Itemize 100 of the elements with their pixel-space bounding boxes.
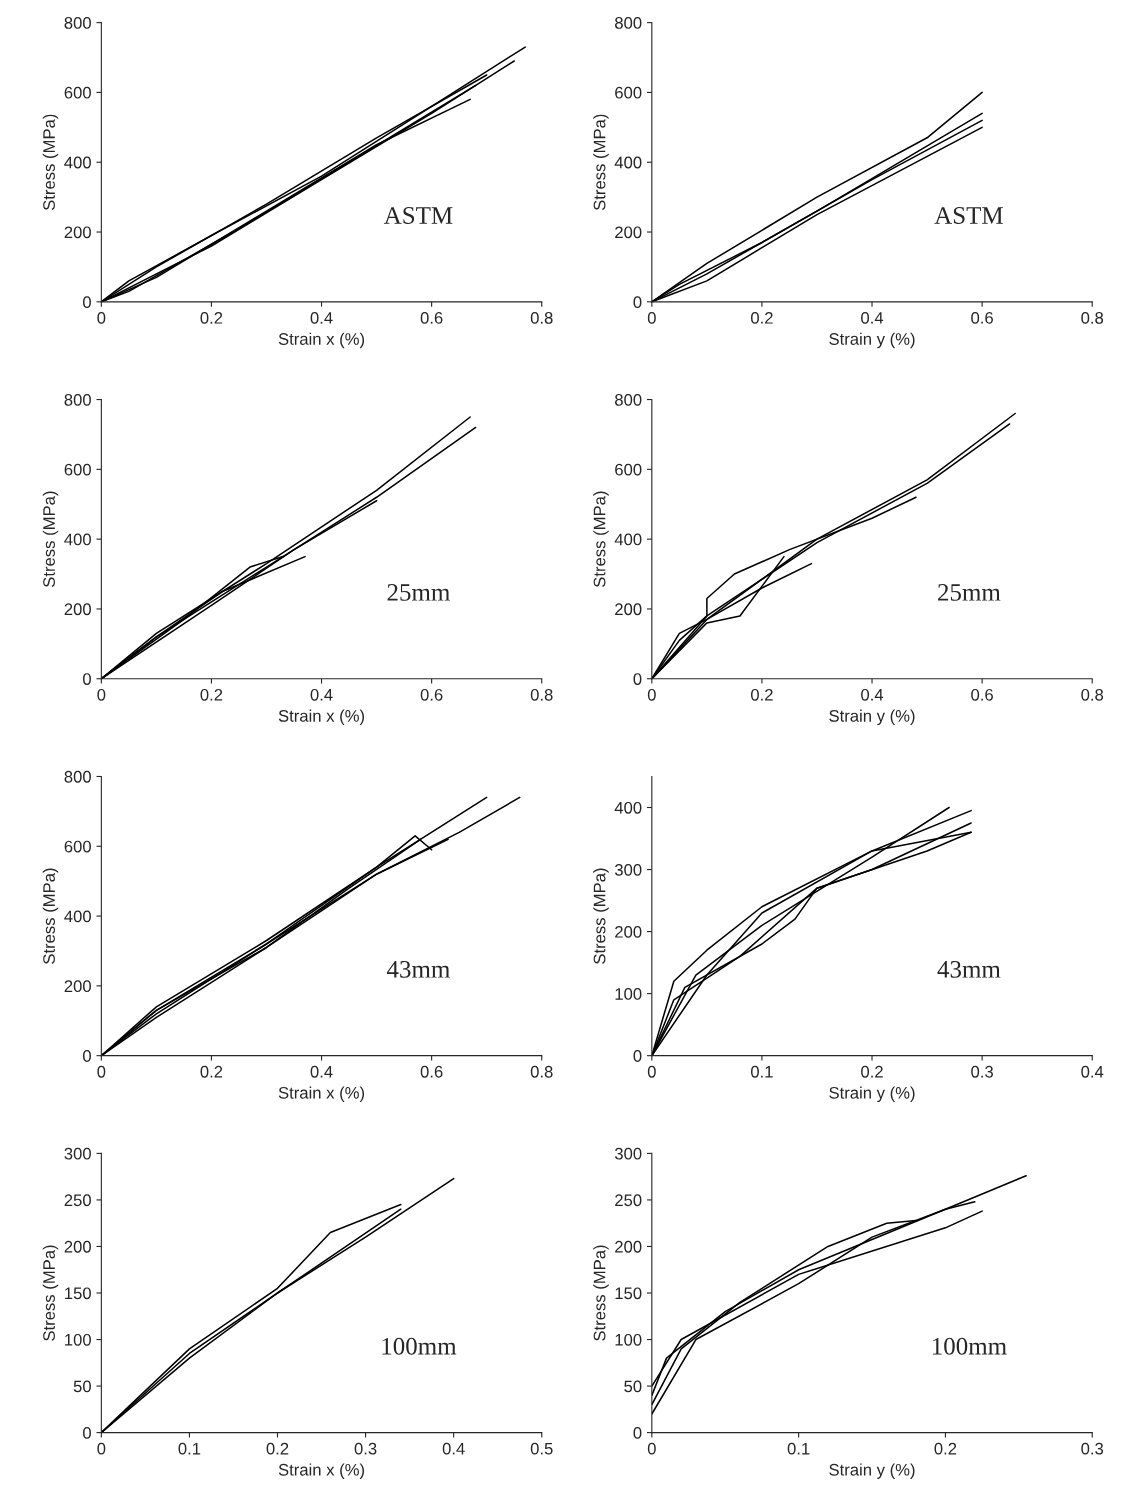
y-tick-label: 150 bbox=[65, 1287, 91, 1300]
x-axis-title: Strain y (%) bbox=[829, 1463, 915, 1479]
y-tick-label: 600 bbox=[64, 840, 91, 853]
y-axis-title: Stress (MPa) bbox=[42, 1245, 59, 1341]
y-tick-label: 600 bbox=[615, 86, 642, 99]
y-tick-label: 600 bbox=[64, 463, 91, 476]
y-tick-label: 300 bbox=[64, 1147, 91, 1160]
y-tick-label: 300 bbox=[614, 1147, 642, 1160]
x-tick-label: 0.4 bbox=[861, 688, 884, 701]
y-tick-label: 250 bbox=[64, 1194, 91, 1207]
x-tick-label: 0 bbox=[97, 1442, 106, 1455]
y-tick-label: 800 bbox=[615, 17, 642, 29]
annotation: 43mm bbox=[937, 960, 1001, 978]
annotation: ASTM bbox=[383, 207, 453, 224]
y-tick-label: 0 bbox=[633, 1427, 642, 1439]
y-tick-label: 400 bbox=[614, 801, 642, 814]
x-axis-title: Strain x (%) bbox=[278, 332, 365, 349]
x-tick-label: 0.8 bbox=[1081, 311, 1104, 324]
x-tick-label: 0.6 bbox=[971, 311, 993, 324]
y-tick-label: 0 bbox=[633, 673, 642, 685]
y-tick-label: 400 bbox=[64, 910, 91, 923]
y-axis-title: Stress (MPa) bbox=[593, 868, 609, 964]
y-tick-label: 600 bbox=[615, 463, 642, 476]
y-tick-label: 250 bbox=[615, 1194, 642, 1207]
x-tick-label: 0 bbox=[97, 688, 106, 701]
y-tick-label: 150 bbox=[615, 1287, 642, 1300]
x-tick-label: 0.4 bbox=[861, 311, 884, 324]
x-tick-label: 0.3 bbox=[971, 1065, 993, 1078]
annotation: 100mm bbox=[382, 1337, 457, 1355]
x-tick-label: 0.6 bbox=[420, 688, 443, 701]
x-tick-label: 0.3 bbox=[1081, 1442, 1104, 1455]
y-tick-label: 400 bbox=[64, 156, 91, 169]
x-tick-label: 0.3 bbox=[354, 1442, 377, 1455]
x-tick-label: 0.2 bbox=[750, 688, 773, 701]
y-tick-label: 200 bbox=[615, 1240, 642, 1253]
x-tick-label: 0.8 bbox=[530, 311, 553, 324]
x-tick-label: 0.1 bbox=[750, 1065, 773, 1078]
x-tick-label: 0.8 bbox=[1081, 688, 1104, 701]
y-tick-label: 0 bbox=[633, 296, 642, 309]
x-tick-label: 0 bbox=[97, 311, 106, 324]
x-tick-label: 0.6 bbox=[971, 688, 993, 701]
y-tick-label: 400 bbox=[614, 156, 642, 169]
x-tick-label: 0 bbox=[647, 688, 656, 701]
y-tick-label: 200 bbox=[615, 925, 642, 938]
x-tick-label: 0.4 bbox=[310, 688, 333, 701]
y-tick-label: 200 bbox=[64, 1240, 91, 1253]
annotation: 43mm bbox=[386, 960, 450, 978]
y-tick-label: 200 bbox=[615, 226, 642, 239]
x-tick-label: 0.2 bbox=[200, 688, 223, 701]
x-axis-title: Strain x (%) bbox=[278, 1463, 365, 1479]
y-tick-label: 100 bbox=[615, 1333, 642, 1346]
y-axis-title: Stress (MPa) bbox=[42, 114, 59, 211]
x-tick-label: 0.6 bbox=[420, 311, 443, 324]
y-tick-label: 300 bbox=[614, 863, 642, 876]
y-tick-label: 0 bbox=[83, 673, 91, 685]
x-axis-title: Strain y (%) bbox=[829, 1086, 915, 1103]
y-tick-label: 800 bbox=[64, 17, 91, 29]
y-axis-title: Stress (MPa) bbox=[593, 491, 609, 587]
annotation: 25mm bbox=[387, 584, 450, 601]
x-axis-title: Strain y (%) bbox=[829, 332, 915, 349]
x-tick-label: 0.4 bbox=[310, 311, 333, 324]
x-tick-label: 0.8 bbox=[530, 1065, 553, 1078]
y-tick-label: 400 bbox=[614, 533, 642, 546]
x-axis-title: Strain y (%) bbox=[829, 709, 915, 726]
y-axis-title: Stress (MPa) bbox=[593, 1245, 609, 1341]
y-axis-title: Stress (MPa) bbox=[42, 868, 59, 964]
x-tick-label: 0.2 bbox=[861, 1065, 883, 1078]
y-tick-label: 50 bbox=[73, 1380, 91, 1393]
y-axis-title: Stress (MPa) bbox=[593, 114, 609, 211]
annotation: 25mm bbox=[938, 584, 1001, 601]
y-axis-title: Stress (MPa) bbox=[42, 491, 59, 587]
y-tick-label: 100 bbox=[65, 1333, 91, 1346]
y-tick-label: 0 bbox=[83, 1427, 91, 1439]
y-tick-label: 800 bbox=[615, 393, 642, 406]
y-tick-label: 800 bbox=[64, 393, 91, 406]
x-tick-label: 0 bbox=[647, 311, 656, 324]
x-tick-label: 0.2 bbox=[200, 311, 223, 324]
y-tick-label: 400 bbox=[64, 533, 91, 546]
y-tick-label: 200 bbox=[64, 603, 91, 616]
y-tick-label: 600 bbox=[64, 86, 91, 99]
x-tick-label: 0 bbox=[647, 1065, 656, 1078]
y-tick-label: 200 bbox=[615, 603, 642, 616]
x-tick-label: 0.4 bbox=[1081, 1065, 1104, 1078]
x-tick-label: 0.2 bbox=[750, 311, 773, 324]
x-tick-label: 0.4 bbox=[310, 1065, 333, 1078]
x-tick-label: 0.2 bbox=[934, 1442, 957, 1455]
x-tick-label: 0.2 bbox=[200, 1065, 223, 1078]
x-axis-title: Strain x (%) bbox=[278, 709, 365, 726]
y-tick-label: 0 bbox=[83, 1050, 91, 1062]
x-tick-label: 0.8 bbox=[530, 688, 553, 701]
x-tick-label: 0.4 bbox=[442, 1442, 465, 1455]
x-tick-label: 0.6 bbox=[420, 1065, 443, 1078]
y-tick-label: 200 bbox=[64, 226, 91, 239]
y-tick-label: 800 bbox=[64, 770, 91, 783]
annotation: 100mm bbox=[932, 1337, 1007, 1355]
annotation: ASTM bbox=[934, 207, 1003, 224]
x-axis-title: Strain x (%) bbox=[278, 1086, 365, 1103]
x-tick-label: 0.5 bbox=[530, 1442, 553, 1455]
y-tick-label: 0 bbox=[83, 296, 91, 309]
x-tick-label: 0.1 bbox=[787, 1442, 810, 1455]
